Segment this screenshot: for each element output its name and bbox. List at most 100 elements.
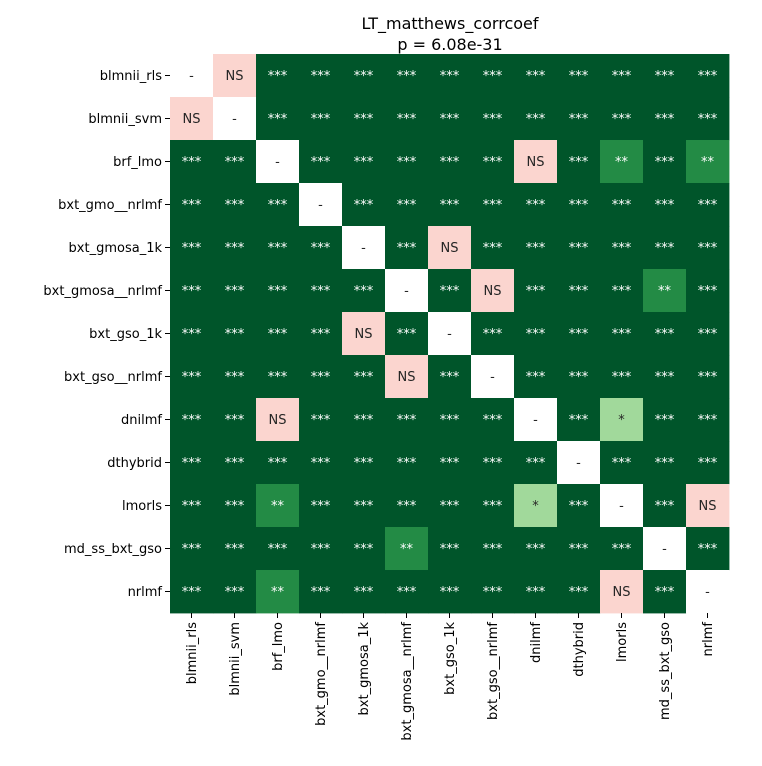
heatmap-cell [170, 570, 214, 614]
heatmap-cell [686, 269, 730, 313]
cell-label: *** [526, 112, 546, 127]
cell-label: *** [612, 69, 632, 84]
heatmap-cell [686, 140, 730, 184]
heatmap-cell [557, 269, 601, 313]
y-tick-label: bxt_gso__nrlmf [64, 370, 162, 385]
cell-label: *** [569, 370, 589, 385]
cell-label: ** [701, 155, 715, 170]
cell-label: NS [355, 327, 373, 342]
heatmap-cell [428, 226, 472, 270]
cell-label: *** [354, 413, 374, 428]
cell-label: *** [182, 284, 202, 299]
cell-label: - [662, 542, 667, 557]
cell-label: *** [225, 413, 245, 428]
heatmap-cell [514, 312, 558, 356]
cell-label: *** [397, 241, 417, 256]
cell-label: *** [182, 542, 202, 557]
x-tick-label: lmorls [615, 622, 630, 662]
cell-label: *** [569, 327, 589, 342]
heatmap-cell [256, 527, 300, 571]
cell-label: *** [311, 327, 331, 342]
heatmap-cell [557, 226, 601, 270]
heatmap-cell [686, 312, 730, 356]
heatmap-cell [170, 484, 214, 528]
cell-label: *** [311, 585, 331, 600]
heatmap-cell [213, 97, 257, 141]
heatmap-cell [170, 97, 214, 141]
heatmap-cell [643, 312, 687, 356]
heatmap-cell [514, 140, 558, 184]
x-tick-label: bxt_gmosa_1k [357, 622, 372, 716]
heatmap-cell [299, 97, 343, 141]
heatmap-cell [385, 398, 429, 442]
heatmap-cell [213, 441, 257, 485]
cell-label: - [404, 284, 409, 299]
cell-label: *** [526, 542, 546, 557]
heatmap-cell [686, 527, 730, 571]
heatmap-cell [514, 97, 558, 141]
cell-label: *** [311, 456, 331, 471]
heatmap-cell [385, 183, 429, 227]
heatmap-cell [686, 183, 730, 227]
heatmap-cell [428, 527, 472, 571]
cell-label: *** [182, 155, 202, 170]
heatmap-cell [686, 97, 730, 141]
cell-label: *** [526, 585, 546, 600]
heatmap-cell [342, 97, 386, 141]
heatmap-cell [299, 527, 343, 571]
heatmap-cell [342, 527, 386, 571]
cell-label: *** [225, 284, 245, 299]
heatmap-cell [385, 312, 429, 356]
heatmap-cell [471, 355, 515, 399]
heatmap-cell [428, 312, 472, 356]
cell-label: *** [354, 198, 374, 213]
cell-label: *** [483, 69, 503, 84]
cell-label: *** [225, 370, 245, 385]
heatmap-cell [342, 312, 386, 356]
heatmap-cell [299, 140, 343, 184]
cell-label: *** [268, 241, 288, 256]
cell-label: *** [397, 413, 417, 428]
heatmap-cell [557, 441, 601, 485]
heatmap-cell [256, 570, 300, 614]
heatmap-cell [213, 54, 257, 98]
heatmap-cell [213, 226, 257, 270]
cell-label: *** [483, 112, 503, 127]
cell-label: *** [483, 155, 503, 170]
heatmap-cell [600, 570, 644, 614]
heatmap-cell [385, 441, 429, 485]
cell-label: *** [225, 456, 245, 471]
heatmap-cell [170, 183, 214, 227]
heatmap-cell [256, 183, 300, 227]
heatmap-cell [385, 355, 429, 399]
x-tick-label: bxt_gso__nrlmf [486, 622, 501, 720]
heatmap-cell [428, 484, 472, 528]
cell-label: *** [182, 499, 202, 514]
cell-label: *** [225, 499, 245, 514]
heatmap-cell [170, 355, 214, 399]
heatmap-cell [428, 97, 472, 141]
x-tick-label: dnilmf [529, 622, 544, 663]
heatmap-cell [643, 140, 687, 184]
heatmap-cell [471, 97, 515, 141]
heatmap-cell [600, 97, 644, 141]
heatmap-cell [686, 54, 730, 98]
y-tick-label: bxt_gmosa__nrlmf [43, 284, 162, 299]
heatmap-cell [471, 570, 515, 614]
cell-label: *** [483, 241, 503, 256]
heatmap-cell [428, 570, 472, 614]
cell-label: ** [615, 155, 629, 170]
cell-label: * [532, 499, 539, 514]
x-tick-label: nrlmf [701, 622, 716, 657]
cell-label: *** [225, 241, 245, 256]
heatmap-cell [686, 226, 730, 270]
cell-label: *** [655, 585, 675, 600]
cell-label: *** [397, 112, 417, 127]
heatmap-cell [256, 312, 300, 356]
heatmap-cell [342, 226, 386, 270]
heatmap-cell [256, 226, 300, 270]
cell-label: *** [440, 456, 460, 471]
heatmap-cell [643, 570, 687, 614]
cell-label: NS [269, 413, 287, 428]
